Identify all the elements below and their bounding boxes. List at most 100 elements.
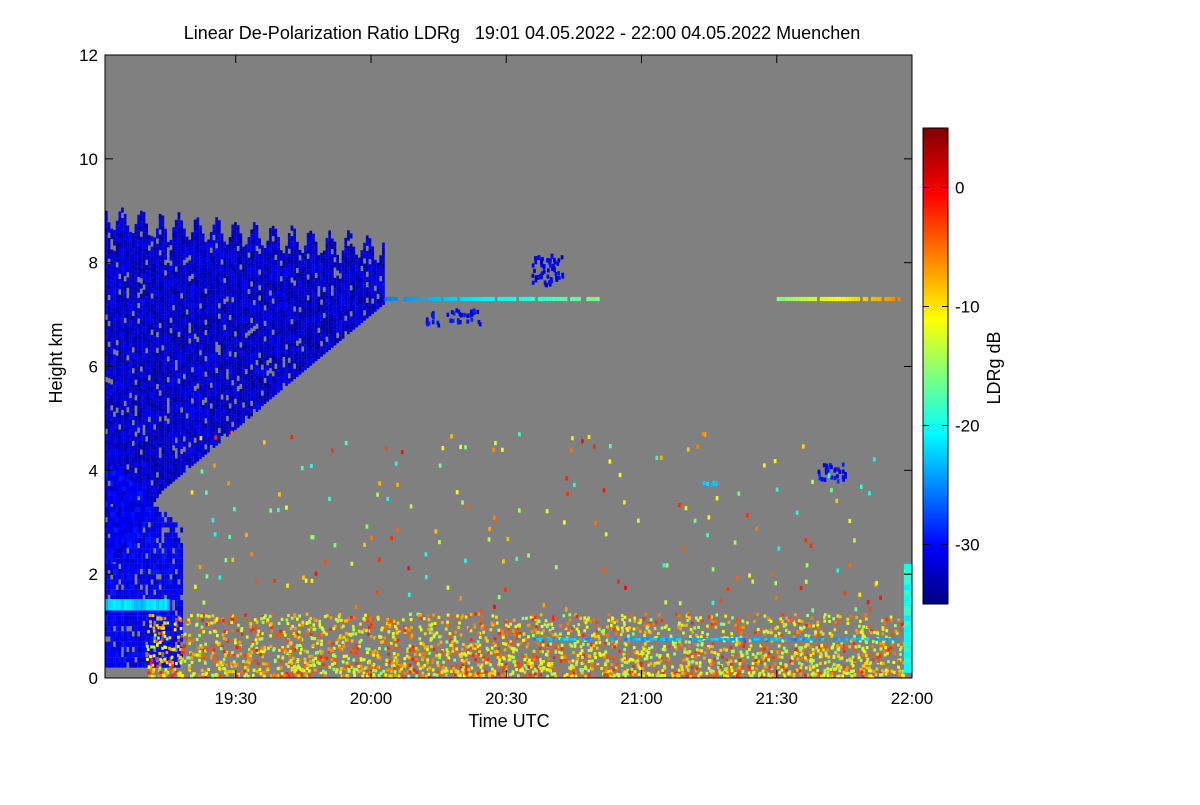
heatmap-cell bbox=[158, 431, 162, 438]
heatmap-cell bbox=[285, 334, 288, 340]
heatmap-cell bbox=[255, 401, 259, 407]
heatmap-cell bbox=[293, 327, 296, 333]
heatmap-cell bbox=[513, 296, 517, 302]
heatmap-cell bbox=[156, 461, 159, 468]
heatmap-cell bbox=[148, 599, 151, 611]
heatmap-cell bbox=[204, 293, 208, 299]
heatmap-cell bbox=[158, 364, 162, 370]
heatmap-cell bbox=[115, 288, 119, 294]
heatmap-cell bbox=[172, 367, 175, 373]
heatmap-cell bbox=[304, 354, 307, 360]
heatmap-cell bbox=[105, 304, 108, 310]
heatmap-cell bbox=[180, 574, 183, 580]
heatmap-cell bbox=[290, 303, 294, 309]
heatmap-cell bbox=[371, 262, 374, 268]
heatmap-cell bbox=[177, 362, 181, 369]
heatmap-cell bbox=[110, 322, 114, 328]
heatmap-cell bbox=[876, 296, 879, 302]
heatmap-cell bbox=[322, 349, 326, 355]
heatmap-cell bbox=[150, 381, 154, 387]
heatmap-cell bbox=[285, 339, 288, 345]
heatmap-cell bbox=[261, 312, 264, 318]
heatmap-cell bbox=[177, 264, 181, 270]
heatmap-cell bbox=[131, 295, 135, 301]
heatmap-cell bbox=[247, 304, 251, 310]
heatmap-cell bbox=[344, 279, 348, 285]
heatmap-cell bbox=[126, 641, 130, 647]
heatmap-cell bbox=[279, 348, 283, 354]
heatmap-cell bbox=[531, 280, 535, 285]
heatmap-cell bbox=[414, 296, 417, 302]
heatmap-cell bbox=[269, 311, 272, 317]
heatmap-cell bbox=[215, 269, 218, 275]
heatmap-cell bbox=[166, 294, 170, 300]
heatmap-cell bbox=[795, 296, 799, 302]
heatmap-cell bbox=[285, 250, 288, 257]
heatmap-cell bbox=[223, 246, 227, 252]
heatmap-cell bbox=[113, 594, 116, 601]
heatmap-cell bbox=[352, 257, 356, 263]
heatmap-cell bbox=[107, 553, 111, 559]
heatmap-cell bbox=[287, 233, 291, 239]
heatmap-cell bbox=[134, 426, 138, 432]
heatmap-cell bbox=[309, 272, 313, 278]
heatmap-cell bbox=[105, 231, 108, 237]
heatmap-cell bbox=[126, 652, 130, 658]
heatmap-cell bbox=[153, 465, 157, 472]
heatmap-cell bbox=[180, 454, 183, 460]
heatmap-cell bbox=[156, 285, 159, 291]
heatmap-cell bbox=[242, 397, 245, 403]
heatmap-cell bbox=[148, 511, 151, 518]
heatmap-cell bbox=[360, 250, 364, 256]
heatmap-cell bbox=[298, 312, 302, 318]
heatmap-cell bbox=[110, 594, 114, 601]
heatmap-cell bbox=[287, 352, 291, 358]
heatmap-cell bbox=[177, 471, 181, 478]
heatmap-cell bbox=[218, 334, 221, 340]
heatmap-cell bbox=[309, 303, 313, 309]
heatmap-cell bbox=[382, 279, 385, 285]
heatmap-cell bbox=[341, 286, 345, 292]
heatmap-cell bbox=[118, 558, 122, 564]
heatmap-cell bbox=[819, 296, 823, 302]
heatmap-cell bbox=[226, 410, 229, 416]
heatmap-cell bbox=[309, 339, 313, 345]
heatmap-cell bbox=[140, 304, 143, 310]
heatmap-cell bbox=[339, 263, 342, 269]
heatmap-cell bbox=[279, 271, 283, 277]
heatmap-cell bbox=[107, 599, 111, 611]
heatmap-cell bbox=[196, 440, 200, 446]
heatmap-cell bbox=[140, 532, 143, 538]
heatmap-cell bbox=[107, 331, 111, 337]
heatmap-cell bbox=[255, 256, 259, 262]
heatmap-cell bbox=[218, 381, 221, 387]
heatmap-cell bbox=[261, 276, 264, 282]
heatmap-cell bbox=[188, 431, 192, 437]
heatmap-cell bbox=[156, 620, 159, 627]
heatmap-cell bbox=[137, 256, 140, 262]
heatmap-cell bbox=[337, 614, 341, 618]
heatmap-cell bbox=[150, 563, 154, 569]
heatmap-cell bbox=[328, 235, 331, 241]
heatmap-cell bbox=[199, 433, 202, 439]
heatmap-cell bbox=[110, 332, 114, 338]
heatmap-cell bbox=[368, 295, 372, 301]
heatmap-cell bbox=[312, 311, 315, 317]
heatmap-cell bbox=[196, 419, 200, 425]
heatmap-cell bbox=[129, 320, 132, 326]
heatmap-cell bbox=[191, 336, 194, 342]
heatmap-cell bbox=[142, 232, 146, 238]
heatmap-cell bbox=[146, 648, 150, 652]
heatmap-cell bbox=[164, 348, 167, 354]
heatmap-cell bbox=[341, 302, 345, 308]
heatmap-cell bbox=[153, 471, 157, 477]
heatmap-cell bbox=[342, 620, 346, 624]
heatmap-cell bbox=[137, 386, 140, 392]
heatmap-cell bbox=[255, 235, 259, 241]
heatmap-cell bbox=[374, 265, 377, 271]
heatmap-cell bbox=[185, 418, 189, 424]
heatmap-cell bbox=[234, 336, 237, 342]
heatmap-cell bbox=[199, 365, 202, 371]
heatmap-cell bbox=[269, 352, 272, 358]
heatmap-cell bbox=[150, 355, 154, 361]
